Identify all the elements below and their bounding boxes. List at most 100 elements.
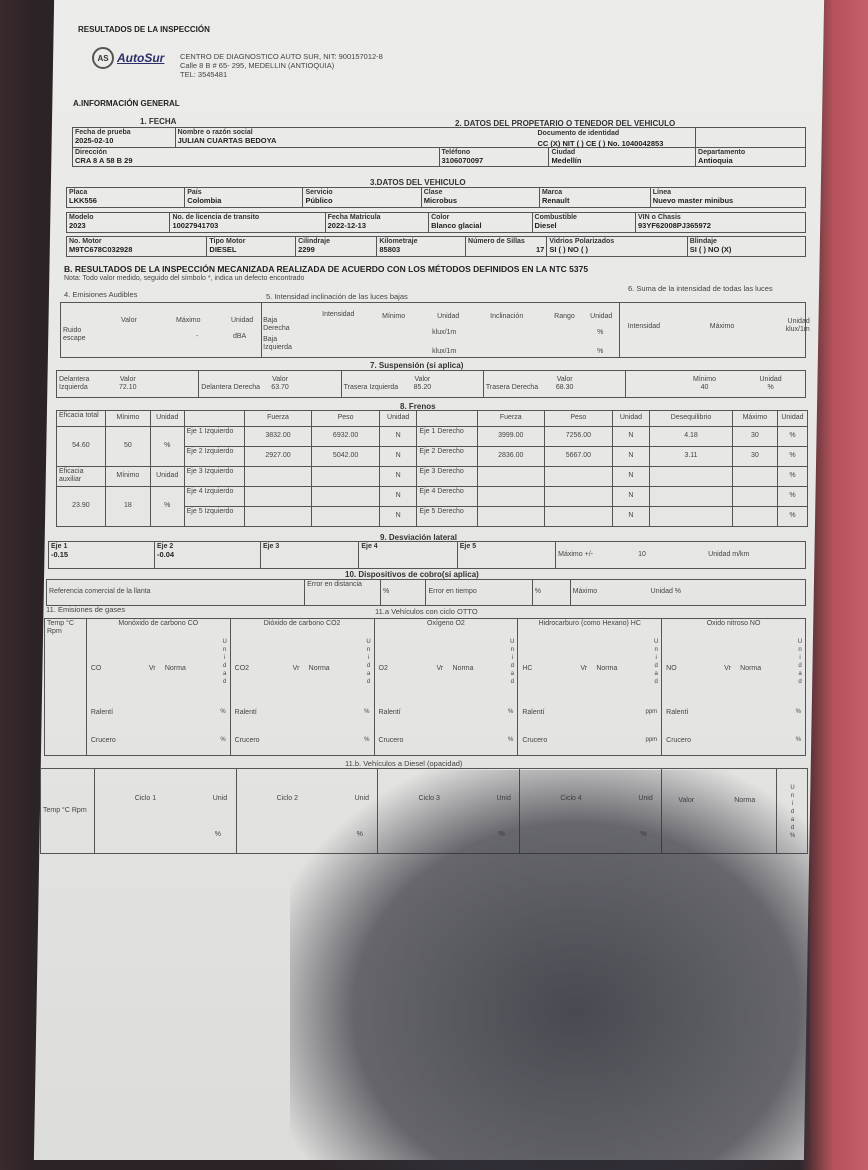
- table-cell: Error en distancia: [304, 579, 381, 606]
- field-text: 2299: [298, 245, 315, 255]
- table-cell: 7256.00: [544, 426, 613, 447]
- field-text: Combustible: [534, 214, 577, 221]
- table-cell: País Colombia: [184, 187, 304, 208]
- field-text: CO2: [234, 665, 250, 672]
- field-text: País: [187, 189, 202, 196]
- field-text: Rango: [554, 313, 575, 320]
- table-cell: Eficacia total: [56, 410, 106, 427]
- field-text: Vr: [436, 665, 444, 672]
- table-cell: 4.18: [649, 426, 733, 447]
- table-cell: Máximo Unidad %: [569, 579, 807, 606]
- table-cell: Ciclo 4 Unid%: [519, 768, 663, 854]
- owner-name: JULIAN CUARTAS BEDOYA: [177, 136, 277, 146]
- field-text: Baja Izquierda: [263, 336, 292, 352]
- table-cell: Número de Sillas 17: [465, 236, 548, 257]
- table-cell: Eficacia auxiliar: [56, 466, 106, 487]
- field-text: %: [507, 709, 514, 715]
- gas-cell-co: Monóxido de carbono CO CO Vr Norma U n i …: [85, 618, 231, 756]
- field-text: Delantera Izquierda: [59, 375, 90, 391]
- table-cell: Delantera Izquierda Valor 72.10: [55, 370, 200, 398]
- field-text: Ralentí: [666, 709, 689, 716]
- table-cell: Fecha Matricula 2022-12-13: [324, 212, 430, 233]
- table-cell: Eje 1 -0.15: [48, 541, 155, 569]
- company-info: CENTRO DE DIAGNOSTICO AUTO SUR, NIT: 900…: [180, 52, 383, 79]
- field-text: 10: [638, 550, 646, 558]
- field-text: Diesel: [534, 221, 557, 231]
- susp-front-right: 63.70: [271, 384, 289, 391]
- table-cell: [544, 466, 613, 487]
- meter-devices-table: Referencia comercial de la llanta Error …: [45, 579, 807, 606]
- table-cell: Peso: [311, 410, 380, 427]
- owner-address: CRA 8 A 58 B 29: [75, 155, 133, 165]
- field-text: Ciudad: [551, 148, 576, 156]
- vehicle-table: Placa LKK556 País Colombia Servicio Público…: [65, 187, 807, 208]
- deviation-axle-2: -0.04: [156, 550, 175, 560]
- section-6-title: 6. Suma de la intensidad de todas las lu…: [628, 284, 773, 293]
- table-cell: Placa LKK556: [65, 187, 186, 208]
- field-text: Clase: [423, 189, 443, 196]
- section-10-title: 10. Dispositivos de cobro(si aplica): [345, 570, 479, 579]
- field-text: %: [220, 709, 226, 715]
- field-text: Vr: [148, 665, 156, 672]
- field-text: Vr: [292, 665, 300, 672]
- table-cell: Error en tiempo: [425, 579, 533, 606]
- field-text: U n i d a d: [789, 785, 796, 829]
- table-cell: Eje 4: [358, 541, 458, 569]
- field-text: Mínimo: [382, 313, 406, 320]
- section-4-title: 4. Emisiones Audibles: [64, 290, 138, 299]
- field-text: Fecha Matricula: [327, 214, 381, 221]
- table-cell: Fecha de prueba 2025-02-10: [72, 127, 176, 148]
- table-cell: Temp °C Rpm: [44, 618, 87, 756]
- lateral-deviation-table: Eje 1 -0.15 Eje 2 -0.04 Eje 3 Eje 4 Eje 5 …: [48, 541, 806, 569]
- table-cell: Cilindraje 2299: [295, 236, 378, 257]
- table-cell: [311, 466, 380, 487]
- vin: 93YF62008PJ365972: [638, 221, 711, 231]
- field-text: Valor: [414, 375, 431, 383]
- document-title: RESULTADOS DE LA INSPECCIÓN: [78, 25, 210, 34]
- field-text: NO: [666, 665, 677, 672]
- table-cell: [695, 127, 806, 148]
- field-text: Unidad %: [650, 588, 682, 596]
- field-text: Crucero: [234, 737, 260, 744]
- field-text: Mínimo: [693, 375, 716, 383]
- table-cell: Nombre o razón social JULIAN CUARTAS BEDO…: [174, 127, 697, 148]
- field-text: Unidad klux/1m: [785, 318, 810, 334]
- field-text: %: [795, 709, 801, 715]
- table-cell: N: [378, 446, 418, 467]
- field-text: 2023: [69, 221, 86, 231]
- table-cell: Unidad: [378, 410, 418, 427]
- susp-rear-right: 68.30: [555, 384, 574, 391]
- field-text: 40: [700, 384, 709, 391]
- table-cell: Valor Norma: [661, 768, 778, 854]
- section-9-title: 9. Desviación lateral: [380, 533, 457, 542]
- section-11a-title: 11.a Vehículos con ciclo OTTO: [375, 607, 478, 616]
- table-cell: N: [378, 506, 418, 527]
- field-text: Norma: [734, 797, 756, 804]
- table-cell: [649, 466, 733, 487]
- field-text: SI ( ) NO (X): [689, 245, 732, 255]
- table-cell: N: [611, 506, 651, 527]
- field-text: No. Motor: [69, 238, 102, 245]
- field-text: Unidad: [590, 313, 613, 320]
- field-text: Número de Sillas: [468, 238, 525, 245]
- owner-phone: 3106070097: [441, 155, 484, 165]
- table-cell: Referencia comercial de la llanta: [45, 579, 306, 606]
- table-cell: Kilometraje 85803: [376, 236, 467, 257]
- field-text: SI ( ) NO ( ): [549, 245, 589, 255]
- field-text: Cilindraje: [298, 238, 330, 245]
- field-text: U n i d a d: [221, 639, 228, 683]
- field-text: Marca: [541, 189, 563, 196]
- table-cell: Mínimo 40 Unidad%: [625, 370, 806, 398]
- field-text: M9TC678C032928: [69, 245, 133, 255]
- table-cell: N: [611, 466, 651, 487]
- table-cell: Ciudad Medellín: [548, 146, 697, 168]
- table-cell: Servicio Público: [302, 187, 422, 208]
- table-cell: %: [149, 426, 185, 467]
- table-cell: %: [379, 579, 427, 606]
- table-cell: Ciclo 2 Unid%: [235, 768, 379, 854]
- table-cell: [476, 486, 546, 507]
- table-cell: Eje 2 Izquierdo: [183, 446, 245, 467]
- field-text: Trasera Derecha: [485, 384, 539, 391]
- table-cell: %: [776, 466, 809, 487]
- total-lights-cell: Intensidad Máximo Unidad klux/1m: [618, 302, 810, 358]
